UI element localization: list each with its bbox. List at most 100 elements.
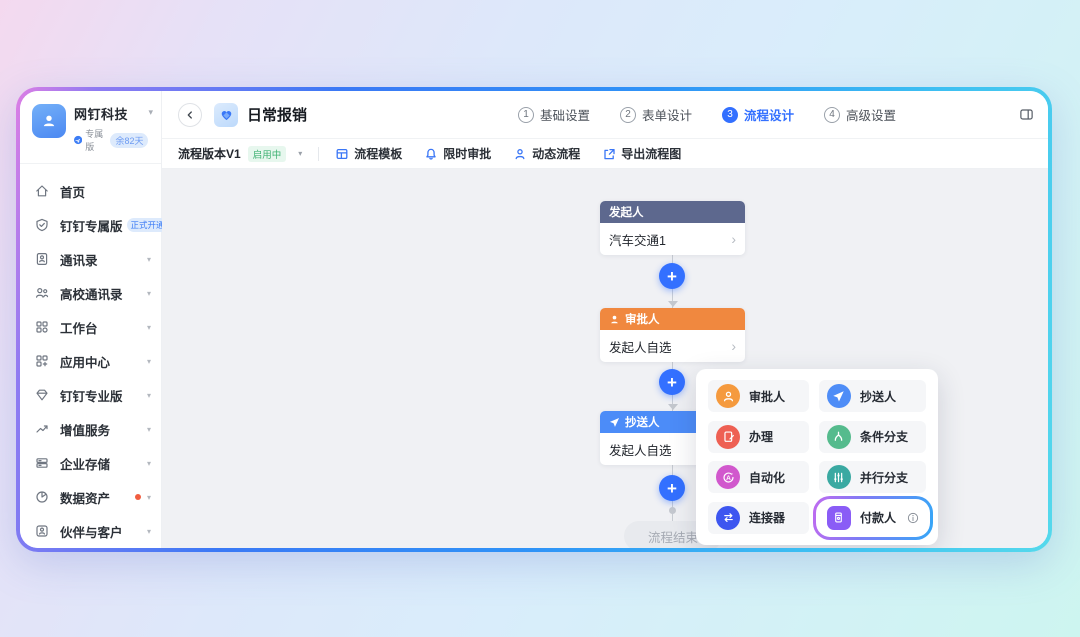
storage-icon xyxy=(34,455,50,471)
panel-toggle-icon[interactable] xyxy=(1019,107,1034,127)
end-dot xyxy=(669,507,676,514)
wizard-steps: 1 基础设置 2 表单设计 3 流程设计 4 高级设置 xyxy=(518,91,896,138)
arrow-down-icon xyxy=(668,301,678,307)
trend-up-icon xyxy=(34,421,50,437)
dynamic-flow-button[interactable]: 动态流程 xyxy=(513,145,580,162)
page-header: 日常报销 1 基础设置 2 表单设计 3 流程设计 4 xyxy=(162,91,1048,139)
partner-icon xyxy=(34,523,50,539)
sidebar-item-campus-contacts[interactable]: 高校通讯录 ▾ xyxy=(20,276,161,310)
dingtalk-icon xyxy=(74,135,83,145)
main-area: 日常报销 1 基础设置 2 表单设计 3 流程设计 4 xyxy=(162,91,1048,548)
workbench-icon xyxy=(34,319,50,335)
add-node-popup: 审批人 抄送人 办理 条件分支 A xyxy=(696,369,938,545)
status-badge: 启用中 xyxy=(247,145,287,162)
app-window: 网钉科技 专属版 余82天 ▾ 首页 钉钉专属版 正式开通 xyxy=(16,87,1052,552)
chevron-down-icon: ▾ xyxy=(146,390,151,400)
paper-plane-icon xyxy=(609,417,620,427)
popup-item-connector[interactable]: 连接器 xyxy=(708,501,809,534)
popup-item-automation[interactable]: A 自动化 xyxy=(708,461,809,493)
step-form-design[interactable]: 2 表单设计 xyxy=(620,105,692,124)
add-node-button[interactable]: + xyxy=(659,263,685,289)
people-icon xyxy=(43,115,55,127)
org-avatar xyxy=(32,104,66,138)
arrow-down-icon xyxy=(668,404,678,410)
automation-icon: A xyxy=(716,465,740,489)
org-days-badge: 余82天 xyxy=(110,132,149,148)
chevron-left-icon xyxy=(187,110,192,119)
person-icon xyxy=(716,384,740,408)
connector-icon xyxy=(716,505,740,530)
version-dropdown[interactable]: ▾ xyxy=(298,149,303,158)
flow-canvas: 发起人 汽车交通1 › + 审批人 发起人自选 › xyxy=(162,169,1048,548)
step-process-design[interactable]: 3 流程设计 xyxy=(722,105,794,124)
branch-icon xyxy=(826,424,851,449)
sidebar-item-partners[interactable]: 伙伴与客户 ▾ xyxy=(20,514,161,548)
school-contacts-icon xyxy=(34,285,50,301)
parallel-icon xyxy=(826,465,851,489)
add-node-button[interactable]: + xyxy=(659,369,685,395)
home-icon xyxy=(34,183,50,199)
person-icon xyxy=(611,315,618,323)
org-name: 网钉科技 xyxy=(74,107,129,122)
approval-app-icon xyxy=(214,102,238,127)
pie-chart-icon xyxy=(34,489,50,505)
chevron-down-icon: ▾ xyxy=(146,492,151,502)
chevron-down-icon: ▾ xyxy=(146,254,151,264)
template-icon xyxy=(336,148,348,159)
flow-version-label: 流程版本V1 xyxy=(178,147,241,161)
org-switcher[interactable]: 网钉科技 专属版 余82天 ▾ xyxy=(20,91,161,164)
org-edition-label: 专属版 xyxy=(85,129,104,152)
info-icon[interactable] xyxy=(907,512,919,524)
app-center-icon xyxy=(34,353,50,369)
divider xyxy=(318,146,320,161)
diamond-icon xyxy=(34,387,50,403)
popup-item-condition-branch[interactable]: 条件分支 xyxy=(818,420,926,453)
sidebar-menu: 首页 钉钉专属版 正式开通 ▾ 通讯录 ▾ 高校通讯录 ▾ xyxy=(20,164,173,548)
contacts-icon xyxy=(34,251,50,267)
add-node-button[interactable]: + xyxy=(659,475,685,501)
sidebar-item-app-center[interactable]: 应用中心 ▾ xyxy=(20,344,161,378)
chevron-down-icon: ▾ xyxy=(146,458,151,468)
payer-spotlight: 付款人 xyxy=(813,496,933,541)
active-badge: 正式开通 xyxy=(126,218,169,232)
svg-text:A: A xyxy=(726,474,731,481)
shield-icon xyxy=(34,217,50,233)
person-icon xyxy=(515,148,525,159)
popup-item-handle[interactable]: 办理 xyxy=(708,420,809,453)
sidebar-item-pro-edition[interactable]: 钉钉专业版 ▾ xyxy=(20,378,161,412)
sidebar-item-contacts[interactable]: 通讯录 ▾ xyxy=(20,242,161,276)
chevron-down-icon: ▾ xyxy=(146,526,151,536)
notification-dot xyxy=(134,494,141,500)
page-title: 日常报销 xyxy=(247,107,308,124)
step-basic-settings[interactable]: 1 基础设置 xyxy=(518,105,590,124)
chevron-right-icon: › xyxy=(731,338,736,354)
back-button[interactable] xyxy=(178,102,202,127)
export-icon xyxy=(604,148,615,159)
popup-item-approver[interactable]: 审批人 xyxy=(708,380,809,412)
payer-icon xyxy=(826,505,851,530)
chevron-down-icon: ▾ xyxy=(148,107,153,117)
sidebar-item-home[interactable]: 首页 xyxy=(20,174,161,208)
export-flowchart-button[interactable]: 导出流程图 xyxy=(602,145,681,162)
popup-item-parallel-branch[interactable]: 并行分支 xyxy=(818,461,926,493)
sidebar-item-value-services[interactable]: 增值服务 ▾ xyxy=(20,412,161,446)
popup-item-cc[interactable]: 抄送人 xyxy=(818,380,926,412)
flow-template-button[interactable]: 流程模板 xyxy=(335,145,402,162)
chevron-down-icon: ▾ xyxy=(146,288,151,298)
chevron-right-icon: › xyxy=(731,231,736,247)
sidebar-item-enterprise-storage[interactable]: 企业存储 ▾ xyxy=(20,446,161,480)
sidebar-item-workbench[interactable]: 工作台 ▾ xyxy=(20,310,161,344)
sidebar-item-data-assets[interactable]: 数据资产 ▾ xyxy=(20,480,161,514)
timed-approval-button[interactable]: 限时审批 xyxy=(424,145,491,162)
paper-plane-icon xyxy=(826,384,851,408)
sidebar-item-exclusive-edition[interactable]: 钉钉专属版 正式开通 ▾ xyxy=(20,208,173,242)
flow-node-initiator[interactable]: 发起人 汽车交通1 › xyxy=(600,201,745,255)
clipboard-icon xyxy=(716,424,740,449)
popup-item-payer[interactable]: 付款人 xyxy=(818,501,927,534)
chevron-down-icon: ▾ xyxy=(146,322,151,332)
step-advanced-settings[interactable]: 4 高级设置 xyxy=(824,105,896,124)
chevron-down-icon: ▾ xyxy=(146,424,151,434)
flow-node-approver[interactable]: 审批人 发起人自选 › xyxy=(600,308,745,362)
sidebar: 网钉科技 专属版 余82天 ▾ 首页 钉钉专属版 正式开通 xyxy=(20,91,173,548)
flow-toolbar: 流程版本V1 启用中 ▾ 流程模板 限时审批 动态流程 xyxy=(162,139,1048,169)
